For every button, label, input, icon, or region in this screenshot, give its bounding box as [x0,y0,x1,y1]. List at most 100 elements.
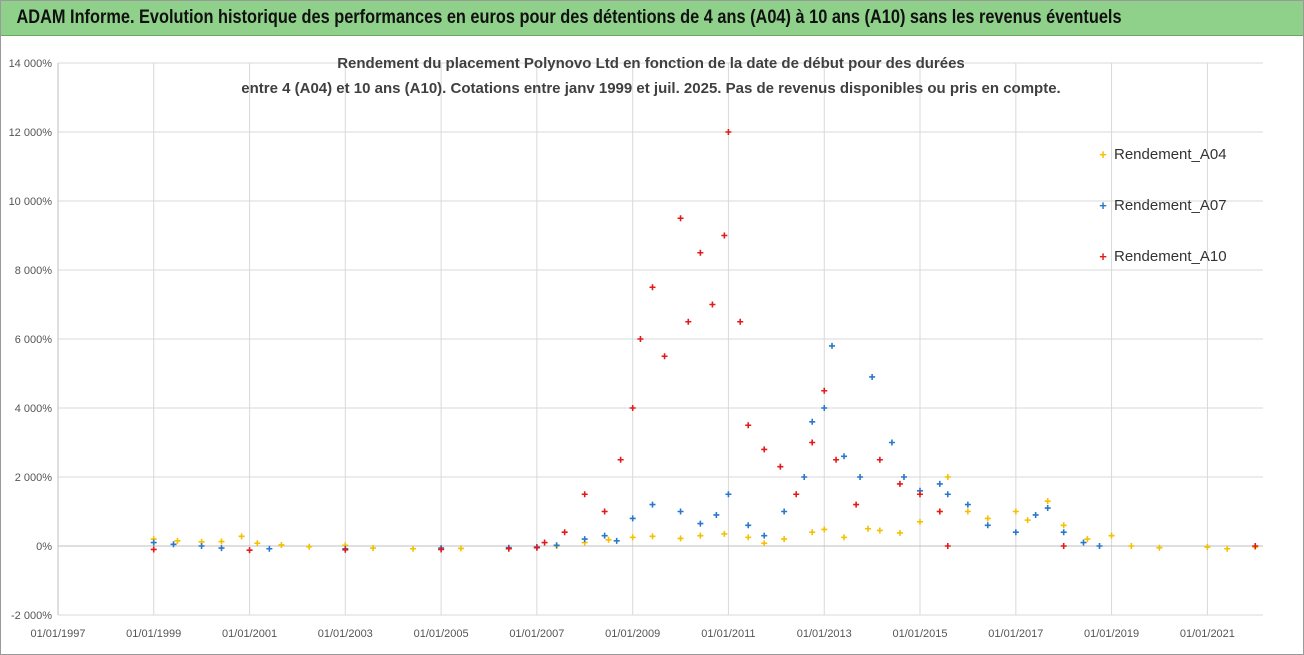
point-rendement_a07 [821,405,828,411]
series-rendement_a10 [150,129,1259,554]
point-rendement_a04 [278,541,285,548]
point-rendement_a04 [1204,544,1211,551]
y-tick-label: 12 000% [9,127,53,139]
point-rendement_a04 [1060,522,1067,529]
x-tick-label: 01/01/2019 [1084,628,1139,640]
point-rendement_a07 [964,501,971,508]
legend-item-a07: + Rendement_A07 [1096,180,1276,231]
chart-title: Rendement du placement Polynovo Ltd en f… [201,51,1101,101]
point-rendement_a07 [809,418,816,425]
point-rendement_a07 [629,515,636,522]
point-rendement_a04 [896,529,903,536]
point-rendement_a07 [801,474,808,480]
point-rendement_a10 [629,405,636,411]
point-rendement_a07 [841,453,848,460]
point-rendement_a10 [944,543,951,549]
point-rendement_a10 [438,546,445,553]
point-rendement_a10 [661,353,668,360]
point-rendement_a04 [174,537,181,544]
point-rendement_a07 [1060,529,1067,536]
point-rendement_a10 [821,387,828,394]
point-rendement_a04 [984,515,991,522]
point-rendement_a10 [1252,543,1259,549]
point-rendement_a07 [266,545,273,552]
point-rendement_a07 [781,508,788,515]
y-tick-label: 6 000% [15,334,53,346]
point-rendement_a10 [505,545,512,552]
x-tick-label: 01/01/1997 [30,628,85,640]
point-rendement_a10 [721,232,728,239]
point-rendement_a10 [876,456,883,463]
grid-layer [57,62,1263,616]
point-rendement_a07 [829,342,836,349]
legend-marker-a04: + [1099,147,1107,162]
legend-label-a07: Rendement_A07 [1114,197,1227,214]
legend-label-a10: Rendement_A10 [1114,248,1227,265]
point-rendement_a07 [601,532,608,539]
point-rendement_a04 [1044,498,1051,505]
chart-title-line-1: Rendement du placement Polynovo Ltd en f… [337,55,965,72]
x-tick-label: 01/01/1999 [126,628,181,640]
point-rendement_a10 [916,491,923,498]
point-rendement_a07 [745,522,752,529]
point-rendement_a04 [306,543,313,550]
point-rendement_a04 [1024,517,1031,524]
chart-title-line-2: entre 4 (A04) et 10 ans (A10). Cotations… [241,80,1061,97]
point-rendement_a10 [697,249,704,256]
point-rendement_a07 [1032,511,1039,518]
legend-item-a04: + Rendement_A04 [1096,129,1276,180]
point-rendement_a04 [649,533,656,540]
x-tick-label: 01/01/2007 [509,628,564,640]
point-rendement_a10 [246,547,253,554]
point-rendement_a04 [964,508,971,515]
point-rendement_a07 [900,474,907,480]
point-rendement_a04 [605,536,612,543]
point-rendement_a10 [677,215,684,222]
point-rendement_a07 [150,539,157,546]
point-rendement_a07 [944,491,951,498]
point-rendement_a07 [170,541,177,548]
x-tick-label: 01/01/2001 [222,628,277,640]
y-tick-label: 2 000% [15,472,53,484]
point-rendement_a07 [869,373,876,380]
point-rendement_a07 [198,543,205,549]
point-rendement_a07 [725,491,732,498]
point-rendement_a04 [781,536,788,543]
y-tick-label: 14 000% [9,58,53,70]
point-rendement_a04 [410,545,417,552]
x-tick-label: 01/01/2003 [318,628,373,640]
point-rendement_a10 [896,480,903,487]
point-rendement_a04 [761,540,768,547]
point-rendement_a10 [1060,543,1067,549]
point-rendement_a07 [553,542,560,549]
point-rendement_a07 [677,508,684,515]
x-tick-label: 01/01/2009 [605,628,660,640]
point-rendement_a07 [761,532,768,539]
point-rendement_a10 [809,439,816,446]
point-rendement_a10 [853,501,860,508]
point-rendement_a07 [1044,505,1051,512]
point-rendement_a07 [1080,539,1087,546]
point-rendement_a04 [1084,536,1091,543]
point-rendement_a10 [777,463,784,470]
y-tick-label: -2 000% [11,610,52,622]
point-rendement_a10 [533,544,540,551]
point-rendement_a04 [238,533,245,540]
x-tick-label: 01/01/2021 [1180,628,1235,640]
y-tick-label: 8 000% [15,265,53,277]
point-rendement_a07 [888,439,895,446]
point-rendement_a10 [833,456,840,463]
point-rendement_a04 [677,535,684,542]
point-rendement_a10 [649,284,656,291]
point-rendement_a10 [637,336,644,342]
y-tick-label: 10 000% [9,196,53,208]
point-rendement_a07 [218,545,225,552]
point-rendement_a04 [865,525,872,532]
point-rendement_a07 [857,474,864,480]
point-rendement_a10 [725,129,732,135]
x-tick-label: 01/01/2015 [892,628,947,640]
legend-label-a04: Rendement_A04 [1114,146,1227,163]
banner-title: ADAM Informe. Evolution historique des p… [16,7,1122,28]
point-rendement_a04 [721,530,728,537]
